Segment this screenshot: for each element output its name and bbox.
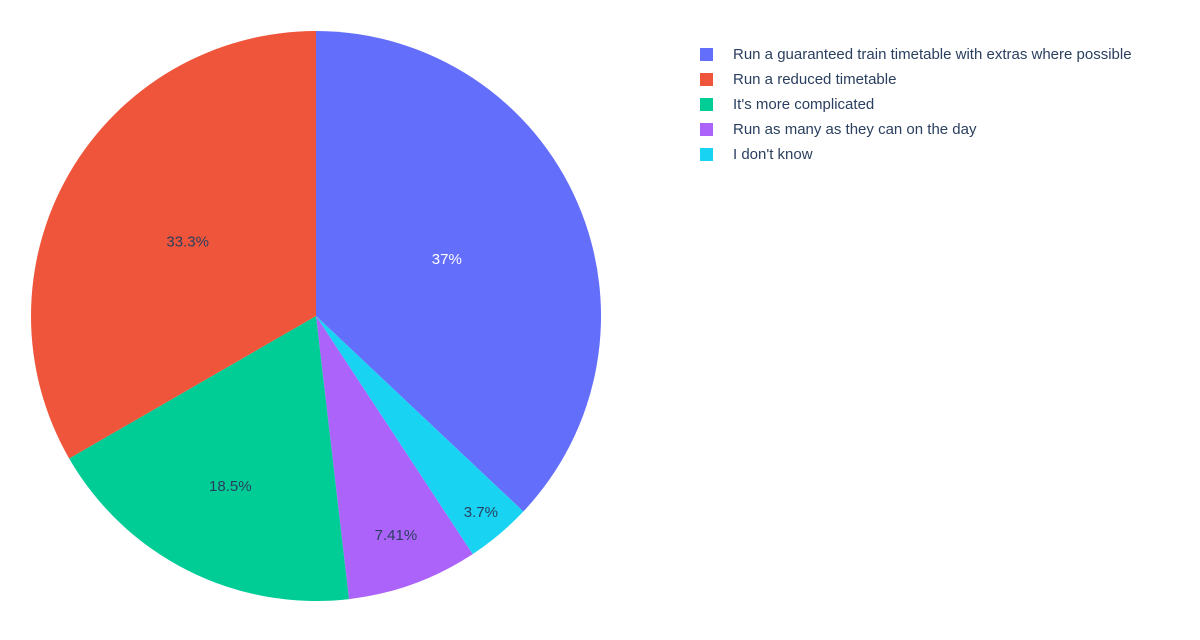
pie-slice-percentage-label-5: 3.7% [464,504,498,521]
pie-chart: 37% 3.7% 7.41% 18.5% 33.3% [30,31,602,601]
legend-item-4[interactable]: Run as many as they can on the day [700,117,1132,142]
legend-label: Run a guaranteed train timetable with ex… [733,46,1132,63]
legend-label: Run a reduced timetable [733,71,897,88]
legend-item-5[interactable]: I don't know [700,142,1132,167]
legend-item-3[interactable]: It's more complicated [700,92,1132,117]
pie-slice-percentage-label-1: 37% [432,251,462,268]
legend-item-1[interactable]: Run a guaranteed train timetable with ex… [700,42,1132,67]
legend-swatch-icon [700,73,713,86]
legend-swatch-icon [700,148,713,161]
pie-slice-percentage-label-4: 7.41% [375,527,418,544]
legend-item-2[interactable]: Run a reduced timetable [700,67,1132,92]
pie-slice-5[interactable] [316,316,524,555]
legend-swatch-icon [700,123,713,136]
legend-label: It's more complicated [733,96,875,113]
pie-slice-4[interactable] [316,316,473,600]
pie-slice-percentage-label-2: 33.3% [166,233,209,250]
pie-slice-percentage-label-3: 18.5% [209,478,252,495]
legend-swatch-icon [700,48,713,61]
pie-slice-2[interactable] [30,31,317,459]
legend-label: I don't know [733,146,813,163]
pie-slice-3[interactable] [69,316,349,601]
legend-label: Run as many as they can on the day [733,121,977,138]
pie-slice-1[interactable] [316,31,602,512]
legend: Run a guaranteed train timetable with ex… [700,42,1132,167]
legend-swatch-icon [700,98,713,111]
